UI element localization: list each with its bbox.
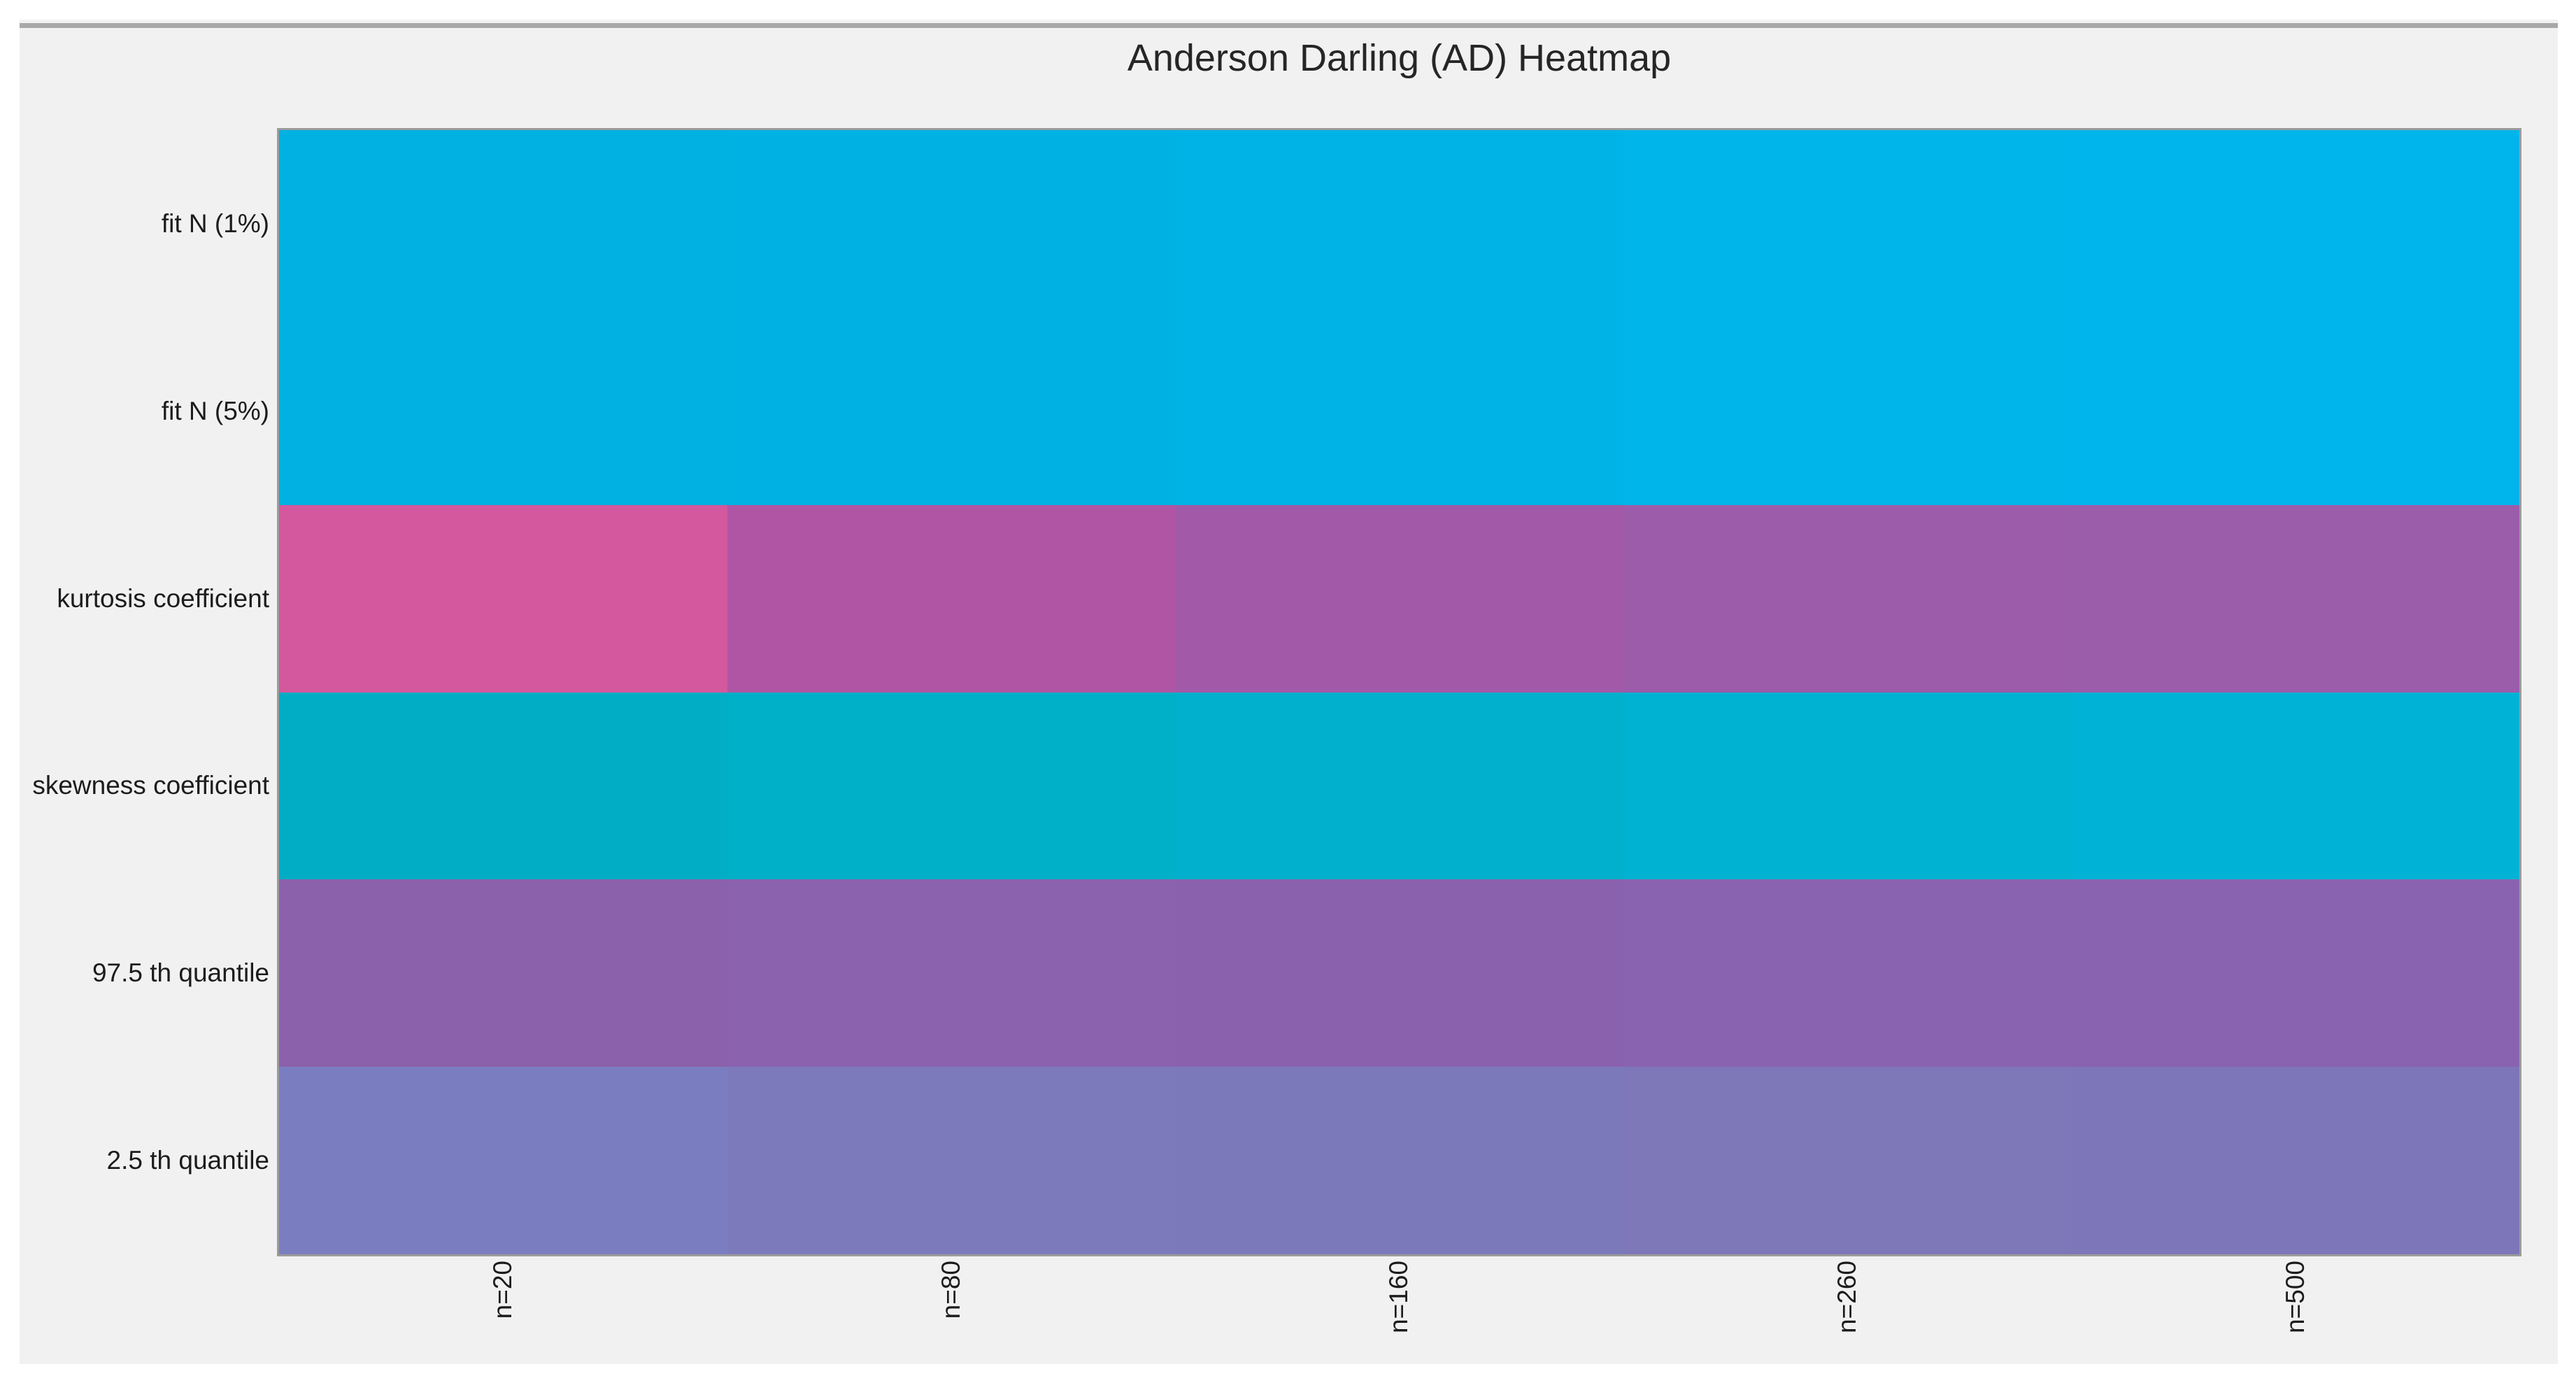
x-tick: n=260 xyxy=(1623,1261,2072,1376)
heatmap-cell xyxy=(727,1067,1176,1254)
heatmap-cell xyxy=(279,879,727,1068)
x-tick: n=80 xyxy=(727,1261,1176,1376)
heatmap-cell xyxy=(1623,692,2072,880)
x-tick-label: n=260 xyxy=(1833,1261,1862,1333)
y-tick-label: skewness coefficient xyxy=(32,771,269,800)
heatmap-cell xyxy=(279,317,727,505)
heatmap-cell xyxy=(727,504,1176,693)
x-tick-label: n=80 xyxy=(936,1261,965,1319)
heatmap-cell xyxy=(2071,692,2519,880)
heatmap-cell xyxy=(279,1067,727,1254)
x-tick: n=500 xyxy=(2071,1261,2519,1376)
heatmap-cell xyxy=(727,879,1176,1068)
heatmap-grid xyxy=(277,128,2521,1256)
x-tick-label: n=20 xyxy=(488,1261,518,1319)
y-tick-label: fit N (5%) xyxy=(161,396,269,425)
x-tick-label: n=160 xyxy=(1384,1261,1414,1333)
heatmap-cell xyxy=(1623,879,2072,1068)
heatmap-cell xyxy=(1175,1067,1623,1254)
heatmap-cell xyxy=(2071,130,2519,318)
x-tick-label: n=500 xyxy=(2280,1261,2310,1333)
x-axis-tick-labels: n=20 n=80 n=160 n=260 n=500 xyxy=(279,1261,2519,1376)
heatmap-cell xyxy=(727,130,1176,318)
figure-top-rule xyxy=(20,23,2558,28)
heatmap-cell xyxy=(1623,1067,2072,1254)
chart-title: Anderson Darling (AD) Heatmap xyxy=(1127,37,1672,79)
heatmap-cell xyxy=(1175,504,1623,693)
heatmap-cell xyxy=(1623,130,2072,318)
heatmap-cell xyxy=(1175,879,1623,1068)
heatmap-cell xyxy=(1175,130,1623,318)
x-tick: n=20 xyxy=(279,1261,727,1376)
heatmap-cell xyxy=(1175,317,1623,505)
heatmap-cell xyxy=(2071,317,2519,505)
y-tick-label: kurtosis coefficient xyxy=(57,583,269,613)
y-tick-label: fit N (1%) xyxy=(161,208,269,238)
heatmap-cell xyxy=(727,317,1176,505)
heatmap-cell xyxy=(1175,692,1623,880)
heatmap-cell xyxy=(2071,1067,2519,1254)
heatmap-cell xyxy=(2071,504,2519,693)
heatmap-cell xyxy=(727,692,1176,880)
heatmap-cell xyxy=(279,130,727,318)
heatmap-cell xyxy=(1623,504,2072,693)
y-tick-label: 2.5 th quantile xyxy=(106,1146,269,1175)
y-axis-tick-labels: fit N (1%) fit N (5%) kurtosis coefficient… xyxy=(0,130,269,1254)
x-tick: n=160 xyxy=(1175,1261,1623,1376)
heatmap-cell xyxy=(2071,879,2519,1068)
heatmap-cell xyxy=(1623,317,2072,505)
heatmap-cell xyxy=(279,692,727,880)
heatmap-cell xyxy=(279,504,727,693)
y-tick-label: 97.5 th quantile xyxy=(92,958,269,988)
